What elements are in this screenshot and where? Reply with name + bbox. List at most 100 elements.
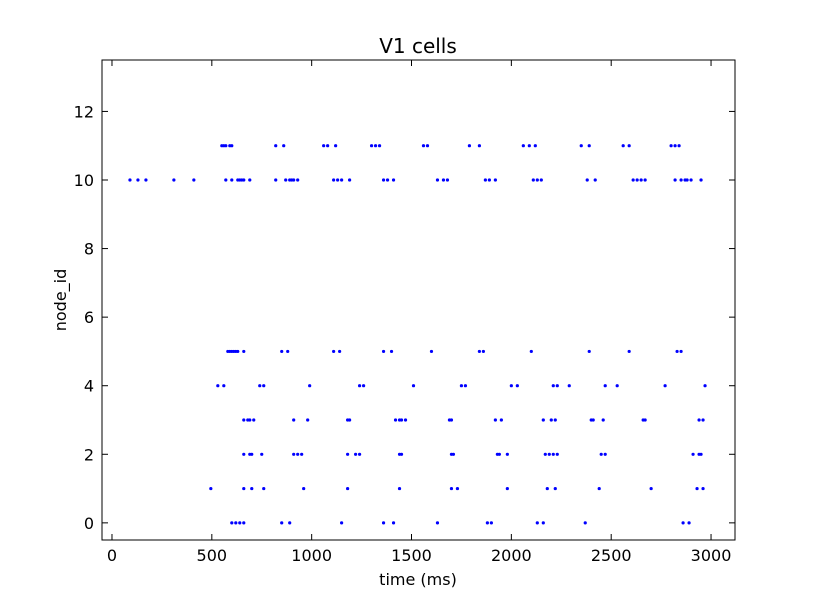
- spike-point: [292, 178, 296, 182]
- spike-point: [459, 384, 464, 388]
- spike-point: [373, 144, 378, 148]
- spike-point: [144, 178, 148, 182]
- spike-point: [369, 144, 374, 148]
- spike-point: [236, 349, 240, 354]
- spike-point: [697, 418, 701, 422]
- spike-point: [230, 144, 234, 148]
- spike-point: [587, 349, 591, 354]
- spike-point: [669, 144, 673, 148]
- spike-point: [583, 521, 587, 525]
- spike-point: [509, 384, 513, 388]
- spike-point: [615, 384, 619, 388]
- spike-point: [296, 452, 300, 456]
- x-tick-label: 1500: [391, 546, 432, 565]
- spike-point: [242, 349, 246, 354]
- spike-point: [338, 349, 342, 354]
- spike-point: [555, 452, 559, 456]
- spike-point: [597, 486, 601, 491]
- spike-point: [248, 178, 252, 182]
- spike-point: [663, 384, 667, 388]
- y-tick-label: 6: [84, 308, 94, 327]
- spike-point: [587, 144, 591, 148]
- spike-point: [679, 178, 683, 182]
- spike-point: [601, 418, 605, 422]
- plot-frame: [101, 59, 736, 541]
- spike-point: [242, 486, 246, 491]
- spike-point: [308, 384, 312, 388]
- spike-point: [627, 349, 631, 354]
- spike-point: [385, 178, 390, 182]
- spike-point: [216, 384, 220, 388]
- spike-point: [332, 349, 336, 354]
- spike-point: [553, 486, 557, 491]
- spike-point: [691, 452, 695, 456]
- chart-title: V1 cells: [379, 34, 457, 58]
- spike-point: [549, 418, 553, 422]
- spike-point: [521, 144, 525, 148]
- spike-point: [649, 486, 653, 491]
- spike-point: [635, 178, 639, 182]
- spike-point: [687, 521, 691, 525]
- spike-point: [282, 144, 286, 148]
- spike-point: [250, 452, 254, 456]
- spike-point: [527, 144, 531, 148]
- spike-point: [429, 349, 434, 354]
- spike-point: [551, 452, 555, 456]
- spike-point: [354, 452, 358, 456]
- spike-point: [463, 384, 468, 388]
- spike-point: [585, 178, 589, 182]
- spike-point: [441, 178, 446, 182]
- spike-point: [477, 349, 481, 354]
- spike-point: [234, 521, 238, 525]
- spike-point: [695, 486, 699, 491]
- spike-point: [483, 178, 487, 182]
- spike-point: [389, 349, 394, 354]
- spike-point: [555, 384, 559, 388]
- spike-point: [242, 178, 246, 182]
- spike-point: [547, 452, 551, 456]
- spike-point: [515, 384, 519, 388]
- x-tick-label: 0: [107, 546, 117, 565]
- spike-point: [340, 178, 344, 182]
- spike-point: [699, 178, 703, 182]
- spike-point: [679, 349, 683, 354]
- spike-point: [336, 178, 340, 182]
- spike-point: [493, 178, 497, 182]
- spike-point: [230, 178, 234, 182]
- spike-point: [481, 349, 485, 354]
- spike-point: [467, 144, 472, 148]
- spike-point: [357, 384, 362, 388]
- spike-point: [487, 178, 491, 182]
- spike-point: [348, 178, 352, 182]
- spike-point: [222, 384, 226, 388]
- spike-point: [603, 452, 607, 456]
- spike-point: [593, 178, 597, 182]
- spike-point: [701, 486, 705, 491]
- spike-point: [411, 384, 416, 388]
- spike-point: [230, 521, 234, 525]
- spike-point: [274, 144, 278, 148]
- spike-point: [300, 452, 304, 456]
- spike-point: [377, 144, 382, 148]
- x-tick-label: 500: [197, 546, 228, 565]
- spike-point: [274, 178, 278, 182]
- spike-point: [455, 486, 460, 491]
- spike-point: [209, 486, 213, 491]
- spike-point: [639, 178, 643, 182]
- spike-point: [238, 521, 242, 525]
- spike-point: [631, 178, 635, 182]
- y-tick-label: 8: [84, 240, 94, 259]
- spike-point: [673, 178, 677, 182]
- spike-point: [579, 144, 583, 148]
- spike-point: [435, 521, 440, 525]
- spike-point: [242, 452, 246, 456]
- spike-point: [685, 178, 689, 182]
- spike-point: [541, 418, 545, 422]
- spike-markers: [128, 144, 707, 525]
- x-tick-label: 2500: [591, 546, 632, 565]
- spike-point: [262, 384, 266, 388]
- spike-point: [381, 178, 386, 182]
- x-axis-label: time (ms): [379, 570, 457, 589]
- spike-point: [627, 144, 631, 148]
